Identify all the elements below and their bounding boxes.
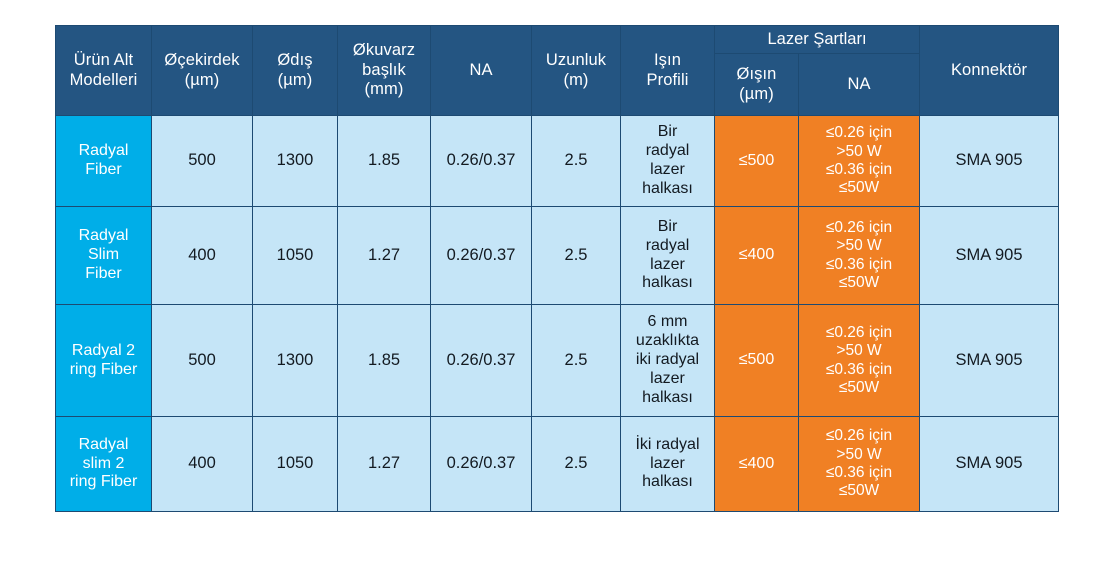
cell-core-diameter: 500 [151, 115, 253, 207]
cell-laser-na: ≤0.26 için >50 W ≤0.36 için ≤50W [797, 416, 921, 512]
cell-na: 0.26/0.37 [430, 115, 532, 207]
cell-outer-diameter: 1050 [252, 206, 338, 305]
cell-connector: SMA 905 [919, 304, 1060, 417]
cell-quartz-cap: 1.85 [337, 115, 431, 207]
cell-beam-diameter: ≤400 [714, 416, 799, 512]
cell-length: 2.5 [531, 115, 621, 207]
cell-model: Radyal slim 2 ring Fiber [55, 416, 152, 512]
cell-na: 0.26/0.37 [430, 206, 532, 305]
table-row: Radyal Fiber 500 1300 1.85 0.26/0.37 2.5… [55, 115, 1060, 207]
cell-length: 2.5 [531, 416, 621, 512]
column-header-connector: Konnektör [919, 25, 1060, 116]
column-header-beam-diameter: Øışın (µm) [714, 53, 799, 116]
cell-beam-diameter: ≤400 [714, 206, 799, 305]
column-header-quartz-cap: Økuvarz başlık (mm) [337, 25, 431, 116]
fiber-specification-table: Ürün Alt Modelleri Øçekirdek (µm) Ødış (… [55, 25, 1060, 512]
header-row-group: Ürün Alt Modelleri Øçekirdek (µm) Ødış (… [55, 25, 1060, 116]
column-header-outer-diameter: Ødış (µm) [252, 25, 338, 116]
cell-connector: SMA 905 [919, 115, 1060, 207]
cell-connector: SMA 905 [919, 416, 1060, 512]
cell-beam-diameter: ≤500 [714, 304, 799, 417]
column-header-product-submodels: Ürün Alt Modelleri [55, 25, 152, 116]
table-row: Radyal Slim Fiber 400 1050 1.27 0.26/0.3… [55, 206, 1060, 305]
cell-beam-profile: Bir radyal lazer halkası [620, 115, 715, 207]
column-header-length: Uzunluk (m) [531, 25, 621, 116]
cell-model: Radyal Slim Fiber [55, 206, 152, 305]
cell-outer-diameter: 1300 [252, 304, 338, 417]
cell-na: 0.26/0.37 [430, 304, 532, 417]
column-header-beam-profile: Işın Profili [620, 25, 715, 116]
cell-core-diameter: 400 [151, 416, 253, 512]
cell-outer-diameter: 1300 [252, 115, 338, 207]
cell-na: 0.26/0.37 [430, 416, 532, 512]
header-row-sub: Øışın (µm) NA [56, 53, 1059, 116]
column-header-group-laser-conditions: Lazer Şartları [713, 25, 921, 54]
specification-table-container: Ürün Alt Modelleri Øçekirdek (µm) Ødış (… [55, 25, 1060, 512]
cell-model: Radyal Fiber [55, 115, 152, 207]
cell-length: 2.5 [531, 206, 621, 305]
cell-connector: SMA 905 [919, 206, 1060, 305]
cell-outer-diameter: 1050 [252, 416, 338, 512]
column-header-core-diameter: Øçekirdek (µm) [151, 25, 253, 116]
cell-laser-na: ≤0.26 için >50 W ≤0.36 için ≤50W [797, 206, 921, 305]
cell-length: 2.5 [531, 304, 621, 417]
column-header-laser-na: NA [797, 53, 921, 116]
table-header: Ürün Alt Modelleri Øçekirdek (µm) Ødış (… [55, 25, 1060, 116]
cell-laser-na: ≤0.26 için >50 W ≤0.36 için ≤50W [797, 304, 921, 417]
cell-beam-profile: Bir radyal lazer halkası [620, 206, 715, 305]
table-body: Radyal Fiber 500 1300 1.85 0.26/0.37 2.5… [55, 115, 1060, 512]
column-header-na: NA [430, 25, 532, 116]
table-row: Radyal slim 2 ring Fiber 400 1050 1.27 0… [55, 416, 1060, 512]
cell-core-diameter: 500 [151, 304, 253, 417]
cell-laser-na: ≤0.26 için >50 W ≤0.36 için ≤50W [797, 115, 921, 207]
cell-beam-profile: İki radyal lazer halkası [620, 416, 715, 512]
cell-quartz-cap: 1.27 [337, 416, 431, 512]
cell-beam-profile: 6 mm uzaklıkta iki radyal lazer halkası [620, 304, 715, 417]
cell-beam-diameter: ≤500 [714, 115, 799, 207]
cell-quartz-cap: 1.27 [337, 206, 431, 305]
cell-quartz-cap: 1.85 [337, 304, 431, 417]
cell-model: Radyal 2 ring Fiber [55, 304, 152, 417]
cell-core-diameter: 400 [151, 206, 253, 305]
table-row: Radyal 2 ring Fiber 500 1300 1.85 0.26/0… [55, 304, 1060, 417]
